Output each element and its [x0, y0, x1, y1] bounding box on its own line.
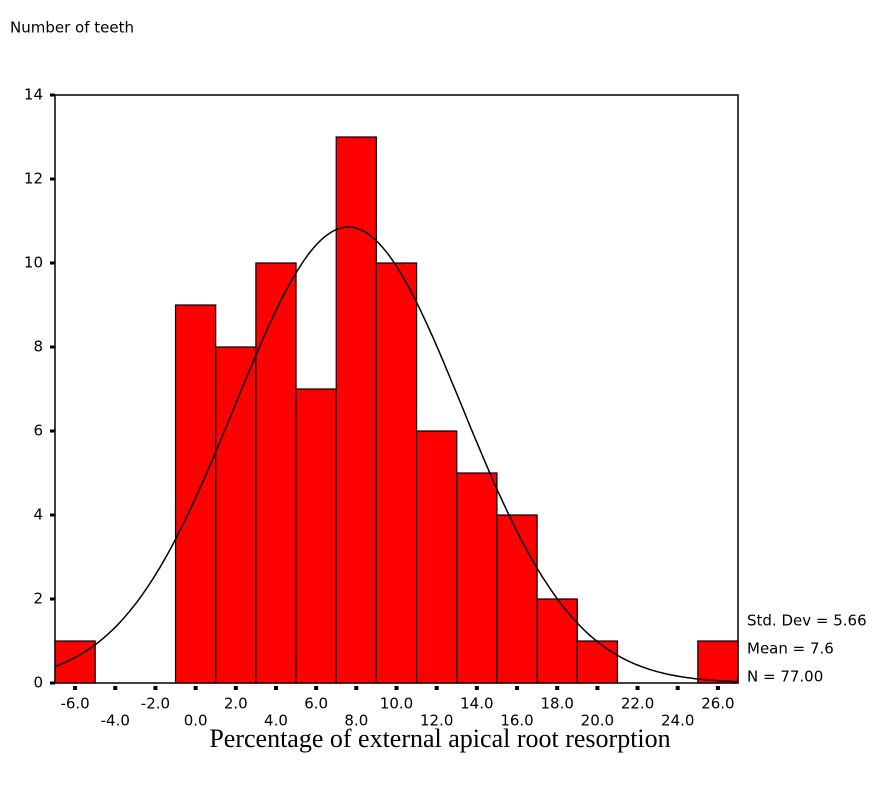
y-tick-label: 2	[33, 590, 43, 608]
y-tick-label: 4	[33, 506, 43, 524]
x-tick	[73, 686, 78, 690]
x-axis-label: Percentage of external apical root resor…	[209, 724, 670, 753]
x-tick	[113, 686, 118, 690]
x-tick-label: 8.0	[344, 712, 368, 730]
bar	[496, 514, 538, 684]
y-axis-label: Number of teeth	[10, 19, 134, 37]
bar	[576, 640, 619, 684]
bar	[295, 388, 337, 684]
x-tick-label: 10.0	[380, 695, 413, 713]
x-tick-label: 2.0	[224, 695, 248, 713]
bar	[697, 640, 739, 684]
y-tick-label: 14	[24, 86, 43, 104]
normal-curve	[54, 226, 738, 683]
x-tick-label: 26.0	[701, 695, 734, 713]
x-tick	[675, 686, 680, 690]
bar	[174, 304, 217, 684]
x-tick-label: -6.0	[60, 695, 89, 713]
x-tick	[394, 686, 399, 690]
bar	[456, 472, 498, 684]
x-tick	[193, 686, 198, 690]
bar	[415, 430, 458, 684]
x-tick	[434, 686, 439, 690]
x-tick-label: 0.0	[184, 712, 208, 730]
y-tick-label: 10	[24, 254, 43, 272]
x-tick-label: -4.0	[101, 712, 130, 730]
x-tick-label: 14.0	[460, 695, 493, 713]
x-tick-label: 24.0	[661, 712, 694, 730]
x-tick	[595, 686, 600, 690]
stats-label: Mean = 7.6	[747, 640, 834, 658]
bar	[215, 346, 257, 684]
x-tick	[354, 686, 359, 690]
y-tick-label: 12	[24, 170, 43, 188]
x-tick-label: 20.0	[581, 712, 614, 730]
bar	[335, 136, 378, 684]
x-tick	[153, 686, 158, 690]
x-tick-label: -2.0	[141, 695, 170, 713]
y-tick-label: 8	[33, 338, 43, 356]
x-tick-label: 22.0	[621, 695, 654, 713]
x-tick	[233, 686, 238, 690]
x-tick	[555, 686, 560, 690]
x-tick-label: 4.0	[264, 712, 288, 730]
x-tick-label: 6.0	[304, 695, 328, 713]
stats-label: Std. Dev = 5.66	[747, 612, 867, 630]
bar	[255, 262, 297, 684]
x-tick	[515, 686, 520, 690]
x-tick	[715, 686, 720, 690]
x-tick	[314, 686, 319, 690]
x-tick-label: 18.0	[541, 695, 574, 713]
bar	[375, 262, 418, 684]
x-tick-label: 16.0	[500, 712, 533, 730]
x-tick-label: 12.0	[420, 712, 453, 730]
bar	[54, 640, 96, 684]
x-tick	[474, 686, 479, 690]
x-tick	[635, 686, 640, 690]
y-tick-label: 0	[33, 674, 43, 692]
y-tick-label: 6	[33, 422, 43, 440]
bar	[536, 598, 578, 684]
x-tick	[273, 686, 278, 690]
stats-label: N = 77.00	[747, 668, 823, 686]
